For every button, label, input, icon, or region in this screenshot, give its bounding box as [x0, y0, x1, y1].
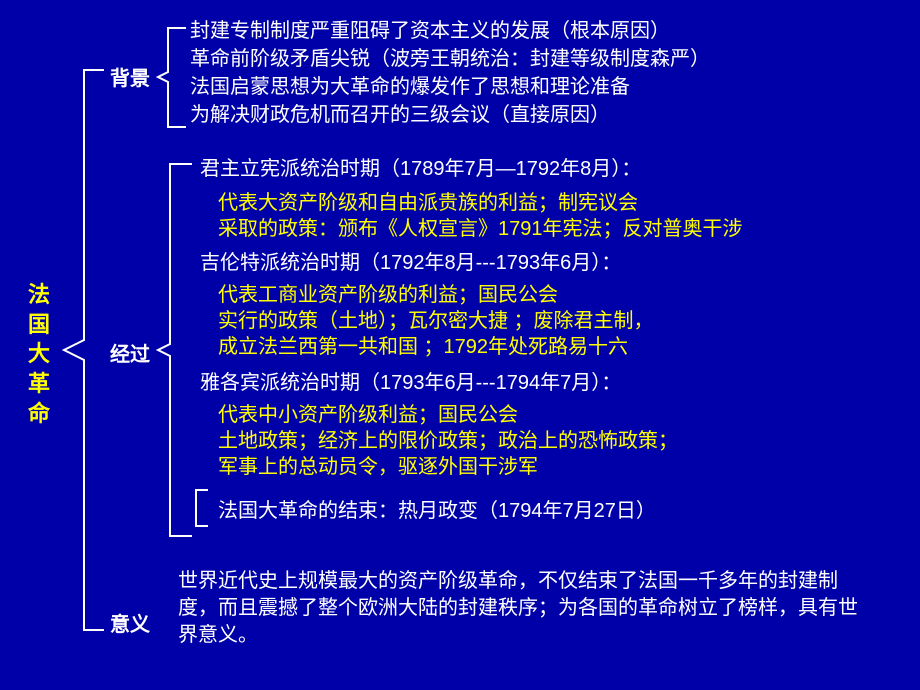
section-label-meaning: 意义: [110, 608, 150, 637]
phase1-header: 君主立宪派统治时期（1789年7月—1792年8月）：: [200, 156, 641, 183]
phase1-detail-2: 采取的政策：颁布《人权宣言》1791年宪法；反对普奥干涉: [218, 216, 743, 243]
phase3-header: 雅各宾派统治时期（1793年6月---1794年7月）：: [200, 370, 621, 397]
bg-item-2: 革命前阶级矛盾尖锐（波旁王朝统治：封建等级制度森严）: [190, 46, 710, 73]
bg-item-1: 封建专制制度严重阻碍了资本主义的发展（根本原因）: [190, 18, 670, 45]
phase2-detail-1: 代表工商业资产阶级的利益；国民公会: [218, 282, 558, 309]
phase2-detail-3: 成立法兰西第一共和国 ；1792年处死路易十六: [218, 334, 628, 361]
bracket-ending: [190, 484, 214, 532]
bg-item-3: 法国启蒙思想为大革命的爆发作了思想和理论准备: [190, 74, 630, 101]
process-ending: 法国大革命的结束：热月政变（1794年7月27日）: [218, 498, 656, 525]
bg-item-4: 为解决财政危机而召开的三级会议（直接原因）: [190, 102, 610, 129]
section-label-process: 经过: [110, 338, 150, 367]
phase2-header: 吉伦特派统治时期（1792年8月---1793年6月）：: [200, 250, 621, 277]
root-title: 法国大革命: [28, 280, 50, 428]
root-bracket: [54, 60, 114, 640]
phase1-detail-1: 代表大资产阶级和自由派贵族的利益；制宪议会: [218, 190, 638, 217]
meaning-text: 世界近代史上规模最大的资产阶级革命，不仅结束了法国一千多年的封建制度，而且震撼了…: [178, 568, 858, 649]
phase3-detail-1: 代表中小资产阶级利益；国民公会: [218, 402, 518, 429]
phase2-detail-2: 实行的政策（土地）；瓦尔密大捷 ；废除君主制，: [218, 308, 654, 335]
phase3-detail-3: 军事上的总动员令，驱逐外国干涉军: [218, 454, 538, 481]
section-label-background: 背景: [110, 62, 150, 91]
phase3-detail-2: 土地政策；经济上的限价政策；政治上的恐怖政策；: [218, 428, 678, 455]
